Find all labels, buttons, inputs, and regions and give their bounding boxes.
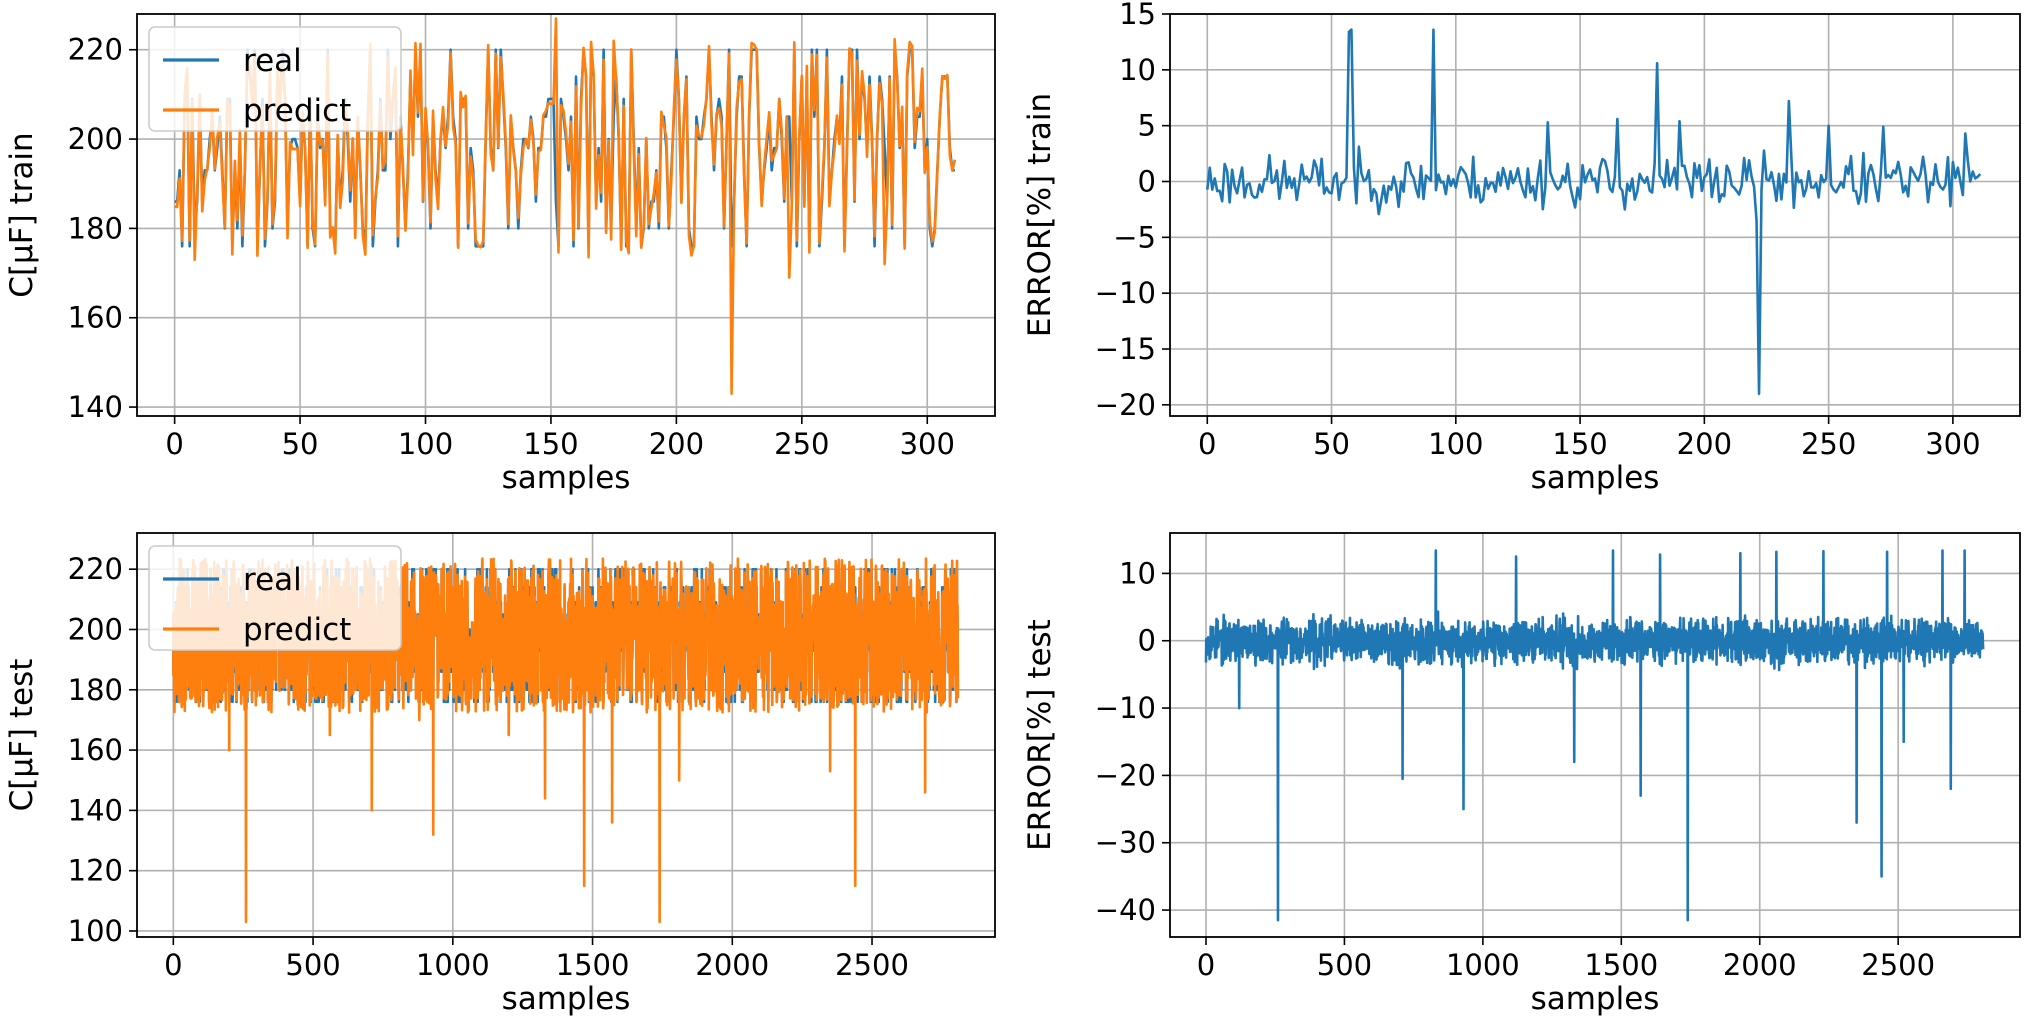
- plot-frame: [1169, 532, 2021, 938]
- y-tick-label: −10: [1095, 276, 1156, 310]
- x-tick-label: 0: [1197, 948, 1215, 982]
- x-tick-label: 2000: [1723, 948, 1797, 982]
- chart-train-error: 0 50 100 150 200 250 300 −20 −15 −10 −5 0 5 10 15 sampl…: [1022, 0, 2021, 496]
- legend-label-real: real: [243, 562, 302, 598]
- x-tick-label: 1000: [416, 948, 490, 982]
- x-tick-label: 1000: [1446, 948, 1520, 982]
- y-tick-label: −10: [1095, 691, 1156, 725]
- y-tick-label: 120: [68, 854, 123, 888]
- x-axis-label: samples: [502, 460, 631, 496]
- y-tick-label: 160: [68, 301, 123, 335]
- legend-box: [148, 26, 402, 132]
- x-tick-label: 0: [1198, 427, 1216, 461]
- x-tick-label: 50: [282, 427, 319, 461]
- y-tick-label: 5: [1138, 109, 1156, 143]
- y-tick-label: −20: [1095, 758, 1156, 792]
- y-axis-label: C[μF] train: [4, 132, 40, 297]
- x-tick-label: 0: [164, 948, 182, 982]
- x-axis-label: samples: [502, 981, 631, 1017]
- legend-box: [148, 545, 402, 651]
- y-tick-label: 140: [68, 793, 123, 827]
- chart-train-capacitance: 0 50 100 150 200 250 300 140 160 180 200 220 samples…: [4, 13, 996, 496]
- plot-frame: [1169, 13, 2021, 417]
- y-axis-label: ERROR[%] test: [1022, 619, 1058, 851]
- y-tick-label: 140: [68, 390, 123, 424]
- y-tick-label: −40: [1095, 893, 1156, 927]
- y-tick-label: 180: [68, 211, 123, 245]
- y-tick-label: 180: [68, 673, 123, 707]
- y-tick-label: −15: [1095, 332, 1156, 366]
- x-tick-label: 200: [1677, 427, 1732, 461]
- x-tick-label: 300: [1925, 427, 1980, 461]
- y-tick-label: 220: [68, 552, 123, 586]
- series-group: [174, 17, 957, 395]
- y-tick-label: 200: [68, 612, 123, 646]
- y-tick-label: 220: [68, 33, 123, 67]
- series-group: [1204, 549, 1985, 922]
- x-axis-label: samples: [1531, 460, 1660, 496]
- plot-frame: [136, 532, 996, 938]
- y-tick-label: 100: [68, 914, 123, 948]
- y-tick-label: 10: [1119, 53, 1156, 87]
- x-tick-label: 150: [523, 427, 578, 461]
- x-tick-label: 300: [900, 427, 955, 461]
- chart-test-capacitance: 0 500 1000 1500 2000 2500 100 120 140 160 180 200 22…: [4, 532, 996, 1017]
- x-axis-label: samples: [1531, 981, 1660, 1017]
- y-tick-label: 15: [1119, 0, 1156, 31]
- y-tick-label: 200: [68, 122, 123, 156]
- series-group: [1205, 28, 1982, 395]
- y-axis-label: C[μF] test: [4, 659, 40, 812]
- x-tick-label: 100: [1428, 427, 1483, 461]
- legend-label-real: real: [243, 43, 302, 79]
- y-tick-label: 0: [1138, 624, 1156, 658]
- x-tick-label: 1500: [1584, 948, 1658, 982]
- x-tick-label: 150: [1552, 427, 1607, 461]
- x-tick-label: 2500: [835, 948, 909, 982]
- y-tick-label: 160: [68, 733, 123, 767]
- legend-label-predict: predict: [243, 612, 351, 648]
- series-line-predict: [174, 17, 957, 395]
- legend-label-predict: predict: [243, 93, 351, 129]
- y-tick-label: 10: [1119, 556, 1156, 590]
- x-tick-label: 500: [285, 948, 340, 982]
- legend: real predict: [148, 26, 402, 132]
- series-line-error: [1205, 28, 1982, 395]
- x-tick-label: 0: [165, 427, 183, 461]
- x-tick-label: 500: [1317, 948, 1372, 982]
- y-tick-label: −20: [1095, 388, 1156, 422]
- chart-test-error: 0 500 1000 1500 2000 2500 −40 −30 −20 −10 0 10 sampl…: [1022, 532, 2021, 1017]
- legend: real predict: [148, 545, 402, 651]
- series-line-error: [1204, 549, 1985, 922]
- x-tick-label: 1500: [556, 948, 630, 982]
- y-tick-label: −5: [1113, 220, 1156, 254]
- x-tick-label: 250: [774, 427, 829, 461]
- y-axis-label: ERROR[%] train: [1022, 93, 1058, 337]
- x-tick-label: 100: [398, 427, 453, 461]
- x-tick-label: 250: [1801, 427, 1856, 461]
- x-tick-label: 2500: [1861, 948, 1935, 982]
- plot-frame: [136, 13, 996, 417]
- x-tick-label: 2000: [695, 948, 769, 982]
- y-tick-label: 0: [1138, 165, 1156, 199]
- y-tick-label: −30: [1095, 826, 1156, 860]
- x-tick-label: 50: [1313, 427, 1350, 461]
- x-tick-label: 200: [649, 427, 704, 461]
